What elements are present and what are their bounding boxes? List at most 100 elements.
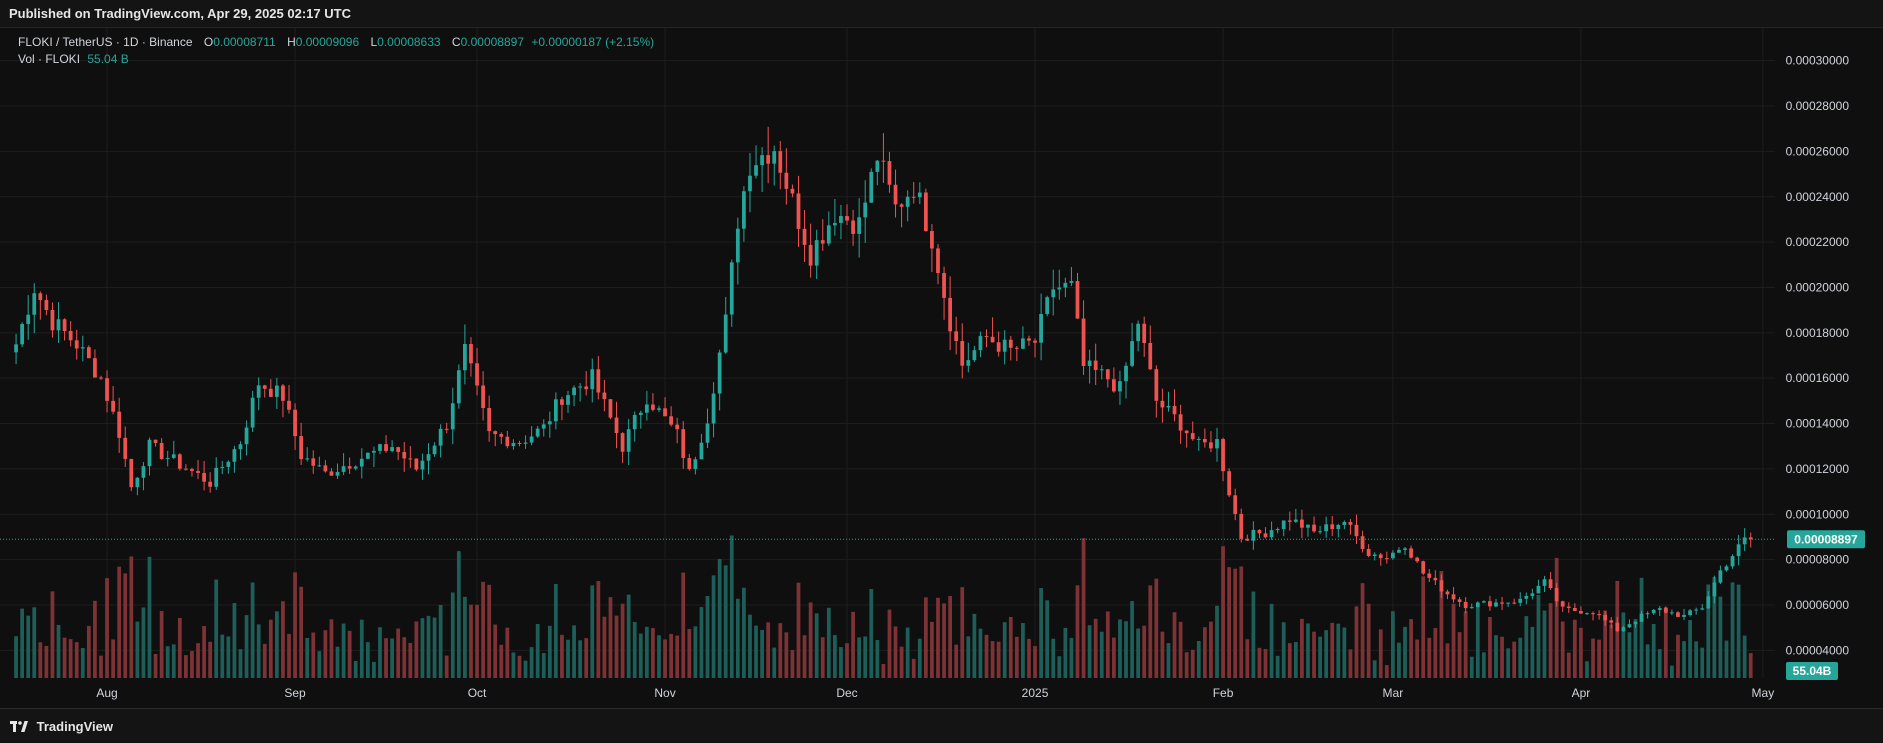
candle-body [1730, 556, 1735, 567]
volume-bar [123, 573, 128, 678]
candle-body [384, 444, 388, 452]
candle-body [1257, 529, 1262, 534]
candle-body [335, 471, 340, 476]
volume-bar [1730, 582, 1735, 678]
tradingview-brand[interactable]: TradingView [36, 719, 113, 735]
candle-body [1166, 405, 1171, 408]
volume-label[interactable]: Vol · FLOKI [18, 52, 81, 66]
candle-body [1021, 338, 1025, 349]
volume-bar [1639, 577, 1644, 678]
candle-body [620, 433, 625, 452]
candle-body [1348, 521, 1353, 525]
candle-body [402, 451, 407, 459]
candle-body [1579, 610, 1583, 614]
volume-bar [1093, 618, 1098, 678]
candle-body [590, 369, 595, 390]
candle-body [1700, 608, 1705, 610]
candle-body [1421, 561, 1426, 574]
volume-bar [1718, 596, 1723, 678]
volume-bar [772, 647, 777, 678]
volume-bar [523, 660, 528, 678]
volume-bar [38, 642, 43, 678]
candle-body [190, 469, 194, 471]
volume-bar [1397, 642, 1401, 678]
candle-body [1451, 594, 1456, 600]
candle-body [1603, 614, 1608, 621]
y-tick-label: 0.00004000 [1786, 643, 1850, 657]
candle-body [1324, 524, 1329, 532]
volume-bar [129, 556, 134, 678]
volume-bar [347, 630, 352, 678]
candle-body [1275, 528, 1280, 531]
volume-bar [1451, 603, 1456, 678]
volume-bar [317, 651, 322, 678]
candle-body [365, 452, 370, 459]
candle-body [972, 350, 977, 361]
candle-body [626, 429, 631, 452]
volume-bar [80, 647, 85, 678]
candle-body [1748, 537, 1753, 540]
volume-bar [1469, 656, 1474, 678]
volume-bar [1439, 571, 1444, 678]
x-tick-label: May [1752, 686, 1775, 700]
candle-body [1542, 579, 1547, 586]
volume-bar [845, 643, 849, 678]
price-chart[interactable]: Aug Sep Oct Nov Dec 2025 Feb Mar Apr May 0.0000400… [0, 28, 1883, 708]
volume-bar [1002, 622, 1007, 678]
candle-body [1415, 557, 1420, 562]
candle-body [1457, 599, 1462, 602]
y-tick-label: 0.00016000 [1786, 371, 1850, 385]
candle-body [663, 408, 667, 417]
volume-bar [1063, 627, 1068, 678]
volume-bar [657, 635, 661, 678]
candle-body [1445, 591, 1450, 595]
candle-body [954, 331, 959, 342]
volume-bar [1348, 649, 1353, 678]
candle-body [644, 404, 649, 413]
candle-body [1008, 339, 1013, 348]
volume-bar [1609, 624, 1614, 678]
volume-bar [887, 609, 892, 678]
volume-bar [675, 635, 680, 678]
candle-body [1651, 609, 1656, 614]
volume-bar [335, 646, 340, 678]
change-value: +0.00000187 (+2.15%) [531, 35, 655, 49]
close-label: C [451, 35, 461, 49]
candle-body [1494, 602, 1498, 607]
candle-body [1621, 627, 1626, 632]
candle-body [1384, 558, 1389, 560]
candle-body [814, 240, 819, 266]
candle-body [1202, 438, 1207, 443]
candle-body [1160, 400, 1165, 408]
candle-body [347, 466, 352, 469]
candle-body [553, 399, 558, 422]
candle-body [1403, 548, 1407, 550]
candle-body [766, 155, 771, 164]
candle-body [105, 378, 109, 401]
volume-bar [960, 587, 965, 678]
volume-bar [147, 556, 152, 678]
candle-body [262, 385, 267, 389]
candle-body [1627, 624, 1632, 628]
candle-body [450, 403, 455, 430]
candle-body [220, 466, 225, 468]
volume-bar [499, 644, 504, 678]
volume-bar [244, 615, 249, 678]
candle-body [32, 293, 37, 315]
candle-body [1615, 622, 1620, 632]
candle-body [1518, 598, 1523, 603]
tradingview-logo-icon[interactable] [10, 721, 28, 733]
candle-body [1184, 430, 1189, 434]
candle-body [808, 244, 813, 266]
chart-panel[interactable]: Aug Sep Oct Nov Dec 2025 Feb Mar Apr May 0.0000400… [0, 28, 1883, 709]
volume-bar [754, 625, 758, 678]
candle-body [1239, 513, 1244, 539]
volume-bar [402, 637, 407, 678]
volume-bar [742, 587, 746, 678]
candle-body [111, 400, 115, 412]
volume-bar [1293, 642, 1298, 678]
volume-bar [1227, 567, 1232, 678]
volume-bar [165, 646, 170, 678]
symbol-title[interactable]: FLOKI / TetherUS · 1D · Binance [18, 35, 193, 49]
candle-body [226, 461, 231, 467]
